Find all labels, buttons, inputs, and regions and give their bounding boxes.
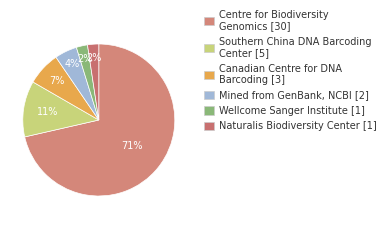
Wedge shape <box>25 44 175 196</box>
Text: 11%: 11% <box>37 107 59 117</box>
Text: 71%: 71% <box>121 141 142 151</box>
Wedge shape <box>87 44 99 120</box>
Wedge shape <box>23 82 99 137</box>
Text: 2%: 2% <box>77 54 93 64</box>
Wedge shape <box>76 45 99 120</box>
Text: 4%: 4% <box>64 59 79 69</box>
Wedge shape <box>33 57 99 120</box>
Wedge shape <box>56 47 99 120</box>
Legend: Centre for Biodiversity
Genomics [30], Southern China DNA Barcoding
Center [5], : Centre for Biodiversity Genomics [30], S… <box>204 10 377 131</box>
Text: 7%: 7% <box>49 76 64 86</box>
Text: 2%: 2% <box>87 53 102 63</box>
